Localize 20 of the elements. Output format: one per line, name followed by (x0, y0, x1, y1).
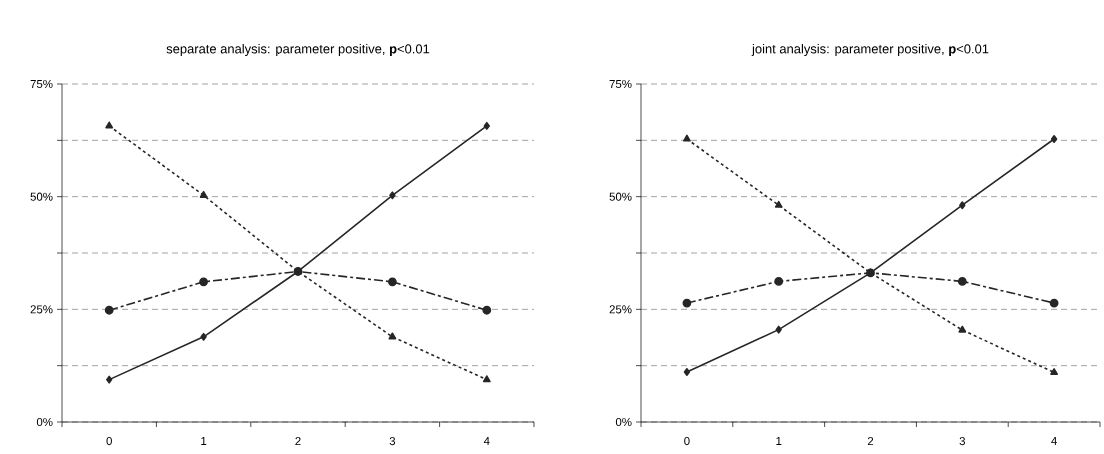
y-tick-label: 0% (36, 417, 53, 427)
y-tick-label: 50% (30, 192, 53, 201)
y-tick-label: 25% (609, 305, 632, 314)
chart-title: joint analysis: parameter positive, p<0.01 (751, 43, 989, 57)
y-tick-label: 0% (615, 417, 632, 427)
x-tick-label: 3 (959, 437, 965, 446)
y-tick-label: 50% (609, 192, 632, 201)
y-tick-label: 75% (30, 79, 53, 89)
chart-title: separate analysis: parameter positive, p<0.01 (166, 43, 430, 57)
x-tick-label: 0 (684, 437, 690, 446)
x-tick-label: 2 (867, 437, 874, 446)
x-tick-label: 4 (483, 437, 490, 445)
x-tick-label: 1 (776, 437, 782, 445)
x-tick-label: 2 (295, 437, 301, 446)
x-tick-label: 1 (201, 437, 207, 445)
y-tick-label: 75% (609, 79, 632, 89)
x-tick-label: 0 (106, 437, 112, 446)
x-tick-label: 4 (1051, 437, 1057, 445)
y-tick-label: 25% (30, 305, 53, 314)
x-tick-label: 3 (389, 437, 396, 446)
